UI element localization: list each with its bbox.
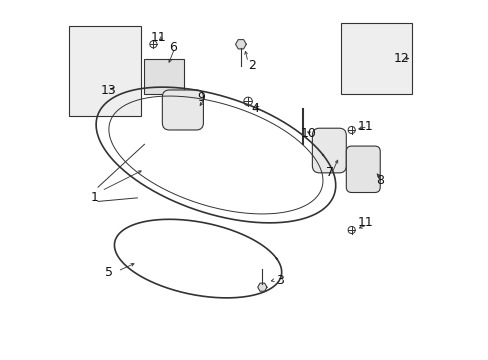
FancyBboxPatch shape bbox=[144, 59, 183, 94]
FancyBboxPatch shape bbox=[312, 128, 346, 173]
Text: 11: 11 bbox=[357, 120, 373, 133]
FancyBboxPatch shape bbox=[346, 146, 380, 193]
Text: 1: 1 bbox=[90, 192, 98, 204]
FancyBboxPatch shape bbox=[340, 23, 411, 94]
Text: 2: 2 bbox=[247, 59, 255, 72]
Text: 7: 7 bbox=[325, 166, 334, 179]
Text: 4: 4 bbox=[251, 102, 259, 115]
Text: 5: 5 bbox=[104, 266, 113, 279]
Polygon shape bbox=[257, 283, 266, 291]
Text: 12: 12 bbox=[393, 52, 409, 65]
Polygon shape bbox=[235, 40, 246, 49]
FancyBboxPatch shape bbox=[162, 90, 203, 130]
Text: 6: 6 bbox=[169, 41, 177, 54]
Text: 8: 8 bbox=[375, 174, 384, 186]
FancyBboxPatch shape bbox=[69, 26, 141, 116]
Text: 11: 11 bbox=[357, 216, 373, 229]
Text: 10: 10 bbox=[300, 127, 316, 140]
Text: 11: 11 bbox=[151, 31, 166, 44]
Text: 3: 3 bbox=[276, 274, 284, 287]
Text: 9: 9 bbox=[197, 91, 205, 104]
Text: 13: 13 bbox=[101, 84, 117, 97]
